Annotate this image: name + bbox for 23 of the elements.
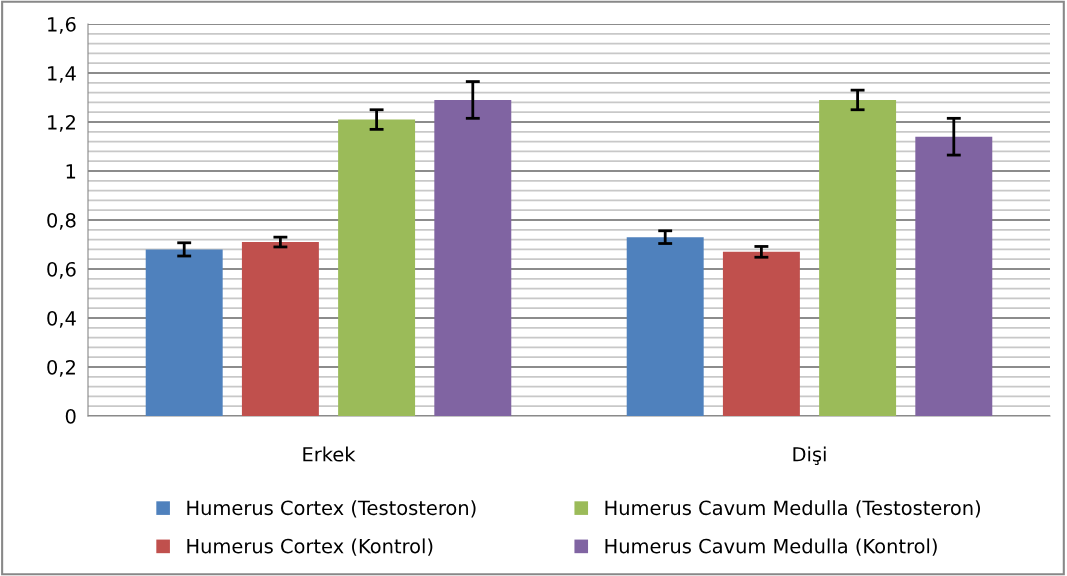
bar (626, 237, 704, 416)
y-tick-label: 0,2 (47, 359, 75, 377)
y-tick-label: 0,4 (47, 310, 76, 328)
legend-label: Humerus Cavum Medulla (Kontrol) (605, 538, 937, 556)
legend-label: Humerus Cortex (Testosteron) (187, 500, 476, 518)
bar (338, 119, 416, 416)
bar (241, 242, 319, 416)
y-tick-label: 1 (66, 164, 76, 179)
x-tick-label: Erkek (303, 446, 356, 462)
y-tick-label: 1,4 (48, 66, 76, 83)
y-tick-label: 1,6 (48, 16, 76, 34)
y-tick-label: 1,2 (48, 114, 75, 132)
y-tick-label: 0,8 (47, 212, 76, 230)
bar (145, 249, 223, 416)
legend-label: Humerus Cortex (Kontrol) (187, 538, 433, 556)
bar (722, 251, 800, 416)
y-tick-label: 0,6 (47, 261, 76, 279)
x-tick-label: Dişi (793, 446, 826, 466)
bar (434, 99, 512, 416)
legend-label: Humerus Cavum Medulla (Testosteron) (605, 500, 981, 518)
y-tick-label: 0 (65, 408, 76, 424)
bar (819, 99, 897, 416)
bar (915, 136, 993, 416)
